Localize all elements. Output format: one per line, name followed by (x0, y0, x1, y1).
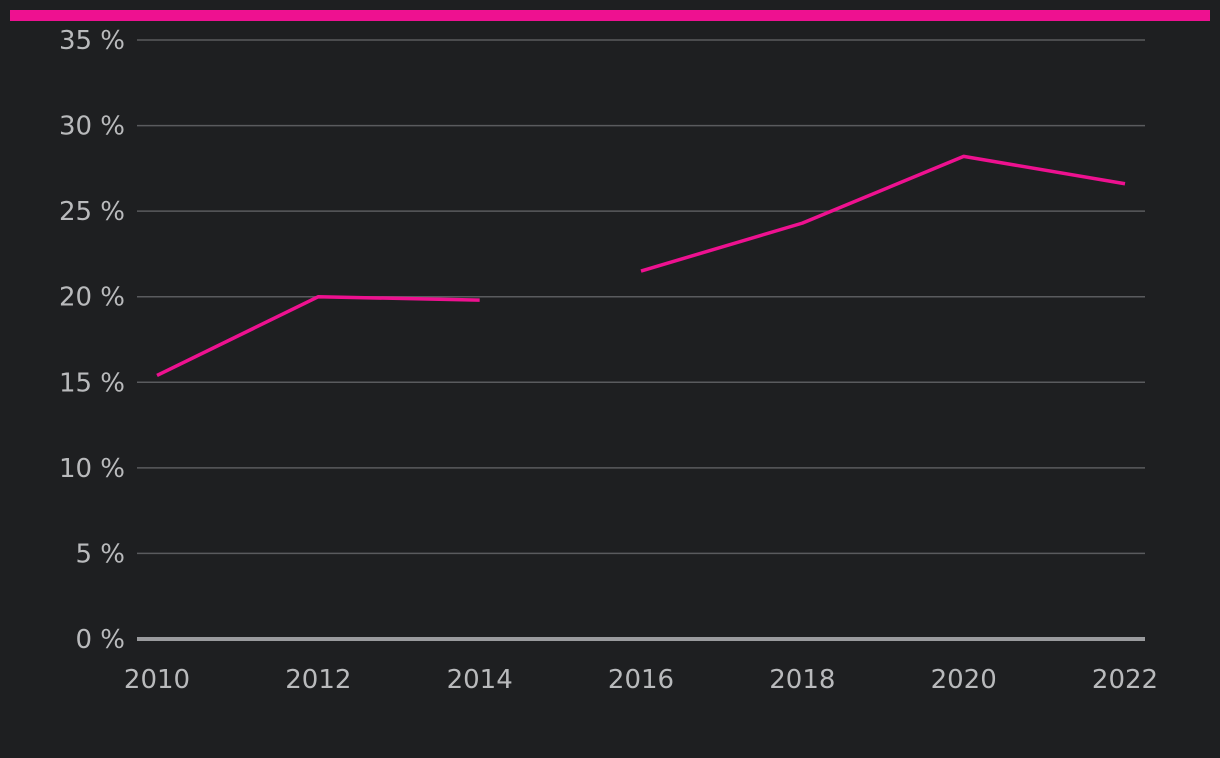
accent-bar (10, 10, 1210, 21)
y-tick-label: 35 % (59, 26, 125, 56)
x-tick-label: 2020 (931, 665, 997, 695)
y-tick-label: 0 % (75, 625, 125, 655)
series-line-segment-1 (156, 294, 480, 378)
y-tick-label: 10 % (59, 454, 125, 484)
y-tick-label: 20 % (59, 283, 125, 313)
x-tick-label: 2012 (285, 665, 351, 695)
x-tick-label: 2014 (447, 665, 513, 695)
y-tick-label: 15 % (59, 368, 125, 398)
y-axis-tick-labels: 0 % 5 % 10 % 15 % 20 % 25 % 30 % 35 % (59, 26, 125, 655)
x-tick-label: 2022 (1092, 665, 1158, 695)
x-tick-label: 2018 (769, 665, 835, 695)
y-tick-label: 25 % (59, 197, 125, 227)
y-tick-label: 5 % (75, 539, 125, 569)
y-tick-label: 30 % (59, 112, 125, 142)
x-tick-label: 2016 (608, 665, 674, 695)
series-line-segment-2 (640, 154, 1126, 273)
x-axis-tick-labels: 2010 2012 2014 2016 2018 2020 2022 (124, 665, 1158, 695)
gridlines (137, 39, 1145, 641)
series-lines (156, 154, 1126, 378)
x-tick-label: 2010 (124, 665, 190, 695)
